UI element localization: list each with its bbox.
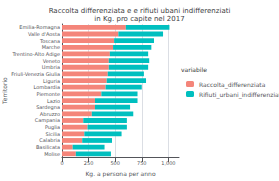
svg-text:Piemonte: Piemonte — [36, 91, 60, 97]
svg-text:Marche: Marche — [42, 44, 60, 50]
svg-text:Trentino-Alto Adige: Trentino-Alto Adige — [12, 51, 60, 58]
svg-text:Campania: Campania — [35, 117, 60, 124]
svg-text:Veneto: Veneto — [43, 58, 60, 64]
svg-text:Lombardia: Lombardia — [34, 84, 60, 90]
svg-text:250: 250 — [84, 160, 94, 166]
svg-text:Molise: Molise — [44, 151, 60, 157]
svg-text:Valle d'Aosta: Valle d'Aosta — [28, 31, 60, 37]
svg-text:500: 500 — [110, 160, 120, 166]
svg-text:Territorio: Territorio — [1, 77, 8, 105]
svg-text:Abruzzo: Abruzzo — [40, 111, 60, 117]
svg-text:Liguria: Liguria — [43, 78, 60, 85]
svg-text:Calabria: Calabria — [39, 137, 60, 143]
svg-text:Emilia-Romagna: Emilia-Romagna — [19, 24, 60, 31]
svg-text:Kg. a persona per anno: Kg. a persona per anno — [85, 170, 155, 178]
svg-text:Sardegna: Sardegna — [36, 104, 60, 111]
svg-text:Friuli-Venezia Giulia: Friuli-Venezia Giulia — [11, 71, 60, 77]
svg-text:Toscana: Toscana — [39, 38, 60, 44]
svg-text:Raccolta differenziata e e rif: Raccolta differenziata e e rifiuti ubani… — [49, 7, 231, 15]
svg-text:Rifiuti_urbani_indifferenziati: Rifiuti_urbani_indifferenziati — [199, 91, 279, 99]
svg-text:Puglia: Puglia — [45, 124, 60, 131]
svg-text:1,000: 1,000 — [161, 160, 175, 166]
svg-text:Basilicata: Basilicata — [36, 144, 60, 150]
svg-text:Umbria: Umbria — [42, 64, 60, 70]
svg-text:Lazio: Lazio — [47, 98, 60, 104]
svg-text:Sicilia: Sicilia — [45, 131, 60, 137]
svg-text:0: 0 — [60, 160, 63, 166]
svg-text:variabile: variabile — [181, 66, 207, 73]
svg-text:750: 750 — [137, 160, 147, 166]
svg-text:in Kg. pro capite nel 2017: in Kg. pro capite nel 2017 — [94, 15, 184, 23]
svg-text:Raccolta_differenziata: Raccolta_differenziata — [199, 81, 266, 89]
